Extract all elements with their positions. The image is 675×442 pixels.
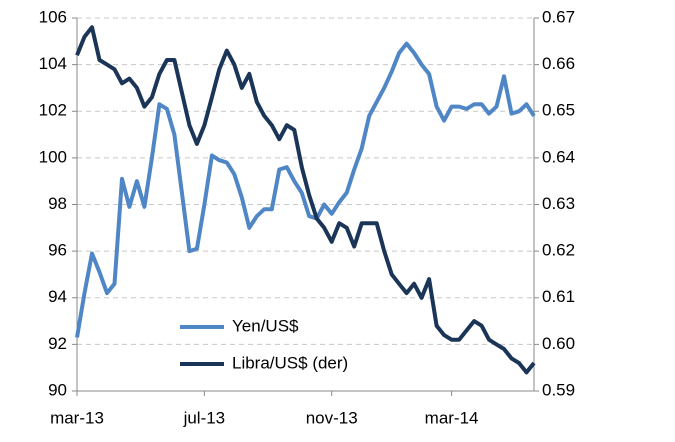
- y-tick-label: 106: [39, 7, 67, 26]
- y2-tick-label: 0.67: [542, 7, 575, 26]
- y2-tick-label: 0.65: [542, 101, 575, 120]
- y-tick-label: 98: [48, 194, 67, 213]
- y2-tick-label: 0.66: [542, 54, 575, 73]
- y-tick-label: 92: [48, 334, 67, 353]
- y-tick-label: 96: [48, 241, 67, 260]
- x-tick-label: nov-13: [306, 408, 358, 427]
- y-tick-label: 102: [39, 101, 67, 120]
- line-series: [75, 41, 536, 338]
- y-tick-label: 100: [39, 147, 67, 166]
- y-tick-label: 90: [48, 380, 67, 399]
- x-tick-label: jul-13: [183, 408, 226, 427]
- y2-tick-label: 0.61: [542, 287, 575, 306]
- y2-tick-label: 0.62: [542, 241, 575, 260]
- x-tick-label: mar-13: [50, 408, 104, 427]
- y2-tick-label: 0.60: [542, 334, 575, 353]
- y-tick-label: 104: [39, 54, 67, 73]
- y2-tick-label: 0.64: [542, 147, 575, 166]
- legend-label: Yen/US$: [232, 316, 299, 335]
- y2-tick-label: 0.63: [542, 194, 575, 213]
- line-series: [75, 25, 536, 375]
- y2-tick-label: 0.59: [542, 380, 575, 399]
- y-tick-label: 94: [48, 287, 67, 306]
- x-tick-label: mar-14: [425, 408, 479, 427]
- legend-label: Libra/US$ (der): [232, 353, 348, 372]
